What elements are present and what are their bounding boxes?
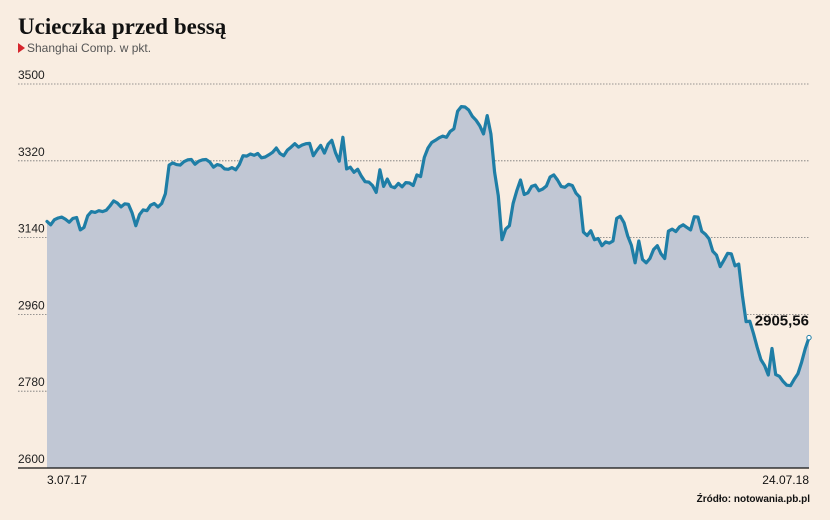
chart-subtitle: Shanghai Comp. w pkt. bbox=[18, 41, 151, 55]
chart-title: Ucieczka przed bessą bbox=[18, 14, 227, 39]
y-tick-label: 2600 bbox=[18, 452, 45, 466]
end-value-label: 2905,56 bbox=[755, 313, 809, 330]
x-tick-label: 3.07.17 bbox=[47, 473, 87, 487]
area-fill bbox=[47, 106, 809, 468]
source-note: Źródło: notowania.pb.pl bbox=[696, 494, 810, 505]
y-tick-label: 2780 bbox=[18, 375, 45, 389]
y-tick-label: 3500 bbox=[18, 68, 45, 82]
series-line bbox=[45, 104, 811, 388]
y-tick-label: 2960 bbox=[18, 298, 45, 312]
x-tick-label: 24.07.18 bbox=[762, 473, 809, 487]
subtitle-text: Shanghai Comp. w pkt. bbox=[27, 41, 152, 55]
end-point-marker bbox=[806, 334, 812, 341]
y-tick-label: 3320 bbox=[18, 145, 45, 159]
y-tick-label: 3140 bbox=[18, 222, 45, 236]
red-triangle-icon bbox=[18, 43, 25, 53]
